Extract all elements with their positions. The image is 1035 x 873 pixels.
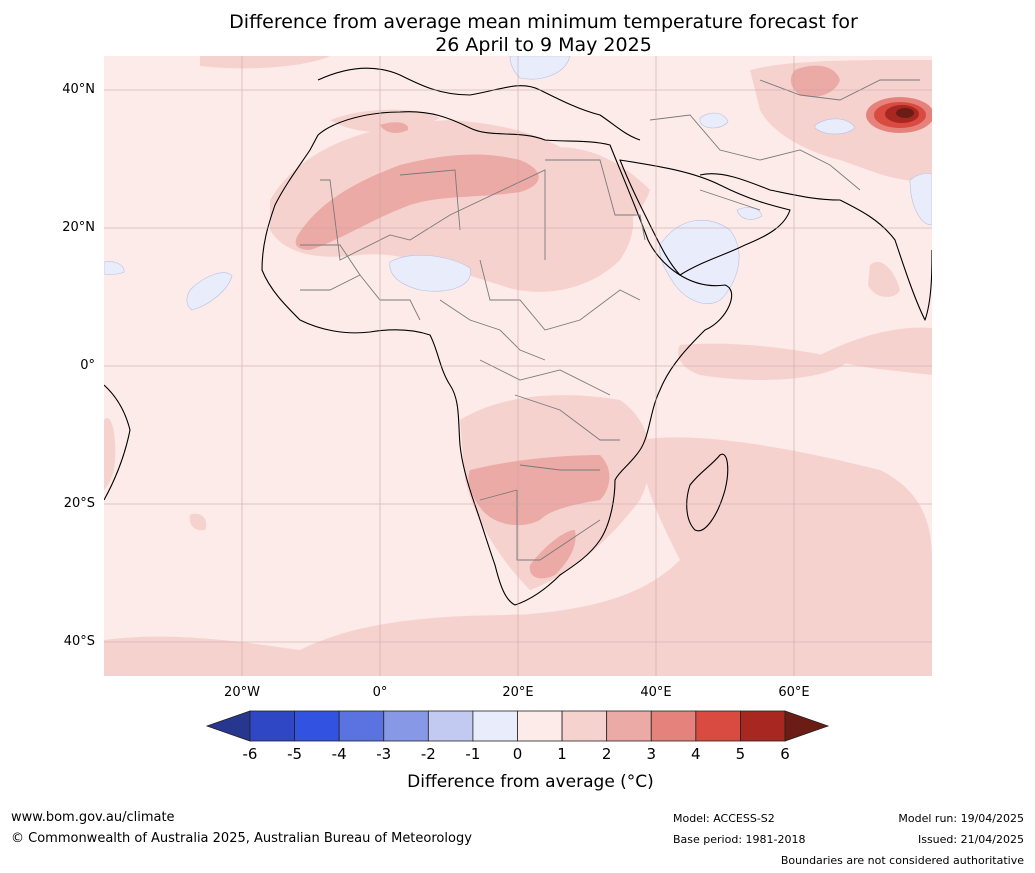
colorbar-label: Difference from average (°C) [407,772,654,792]
colorbar-tick-label: 6 [780,745,790,763]
lon-label-0: 0° [372,685,388,700]
colorbar-tick-label: -3 [376,745,392,763]
anomaly-2-3-regions [295,65,840,579]
colorbar-segment [561,710,608,742]
colorbar-segment [695,710,741,742]
colorbar-tick-label: 0 [512,745,523,763]
colorbar-segment [338,710,385,742]
lon-label-40e: 40°E [640,685,672,700]
footer-model: Model: ACCESS-S2 [673,812,775,825]
footer-disclaimer: Boundaries are not considered authoritat… [780,854,1024,867]
footer-base-period: Base period: 1981-2018 [673,833,806,846]
colorbar-tick-label: -4 [331,745,347,763]
colorbar-tick-label: 2 [601,745,612,763]
colorbar-tick-label: -2 [420,745,436,763]
colorbar-tick-label: -1 [465,745,481,763]
colorbar-tick-label: 4 [691,745,701,763]
colorbar-tick-label: -6 [242,745,258,763]
lon-label-60e: 60°E [778,685,810,700]
lat-label-20n: 20°N [62,220,95,235]
colorbar-tick-label: 5 [735,745,746,763]
lat-label-0: 0° [80,358,95,373]
lon-label-20e: 20°E [502,685,534,700]
colorbar-segment [472,710,518,742]
colorbar [205,710,830,742]
colorbar-tick-label: 3 [646,745,657,763]
colorbar-tick-label: 1 [557,745,567,763]
lat-label-20s: 20°S [63,496,95,511]
graticule [104,56,932,676]
colorbar-segment [606,710,652,742]
colorbar-segment [427,710,474,742]
lat-label-40s: 40°S [63,634,95,649]
colorbar-segment [517,710,563,742]
colorbar-extend-low [205,710,251,742]
lat-label-40n: 40°N [62,82,95,97]
anomaly-hotspot [866,97,932,133]
colorbar-segment [249,710,295,742]
colorbar-segment [650,710,697,742]
anomaly-cool-regions [104,56,932,311]
colorbar-tick-label: -5 [287,745,303,763]
footer-issued: Issued: 21/04/2025 [917,833,1024,846]
colorbar-segment [740,710,786,742]
colorbar-segment [294,710,340,742]
lon-label-20w: 20°W [224,685,260,700]
map-title-line2: 26 April to 9 May 2025 [435,34,652,56]
map-title-line1: Difference from average mean minimum tem… [229,11,858,33]
footer-url[interactable]: www.bom.gov.au/climate [11,810,175,825]
colorbar-segment [383,710,429,742]
footer-copyright: © Commonwealth of Australia 2025, Austra… [11,831,472,846]
coastlines [104,67,932,606]
colorbar-extend-high [784,710,830,742]
footer-model-run: Model run: 19/04/2025 [898,812,1024,825]
